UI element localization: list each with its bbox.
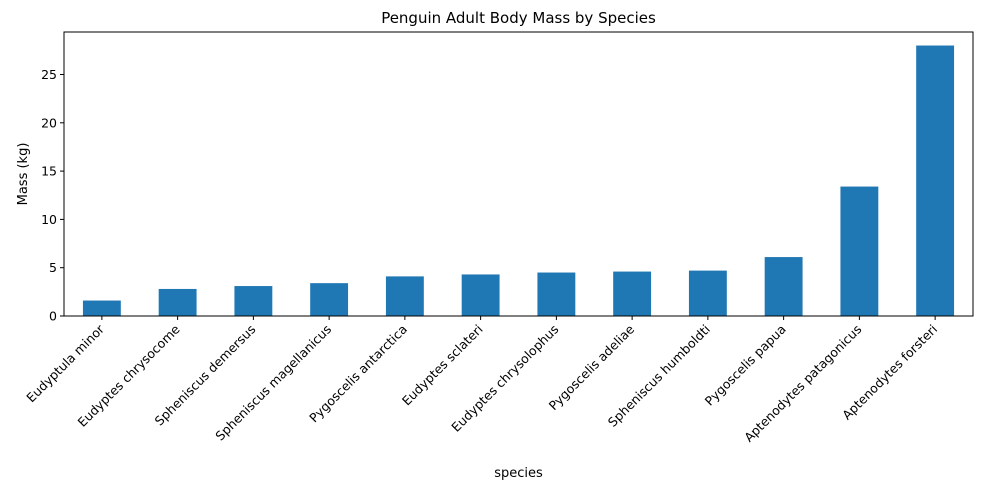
bar-7 [537,272,576,316]
x-tick-label: Eudyptes sclateri [399,322,486,409]
bar-6 [461,274,500,316]
x-tick-label: Pygoscelis papua [702,322,789,409]
bar-11 [840,186,879,316]
bar-2 [158,288,197,316]
bars-group [82,45,955,317]
y-axis-label: Mass (kg) [16,143,31,206]
chart-title: Penguin Adult Body Mass by Species [381,9,656,27]
bar-3 [234,286,273,316]
x-axis-label: species [494,466,543,481]
bar-4 [310,283,349,316]
bar-8 [613,271,652,316]
y-tick-label: 10 [41,212,57,227]
bar-10 [764,257,803,316]
bar-12 [916,45,955,317]
y-ticks-group: 0 5 10 15 20 25 [41,67,64,324]
y-tick-label: 15 [41,164,57,179]
y-tick-label: 20 [41,115,57,130]
y-tick-label: 25 [41,67,57,82]
bar-1 [82,300,121,316]
bar-9 [688,270,727,316]
y-tick-label: 5 [49,260,57,275]
x-tick-label: Eudyptula minor [23,321,107,405]
y-tick-label: 0 [49,309,57,324]
plot-frame [63,31,974,317]
bar-5 [385,276,424,316]
